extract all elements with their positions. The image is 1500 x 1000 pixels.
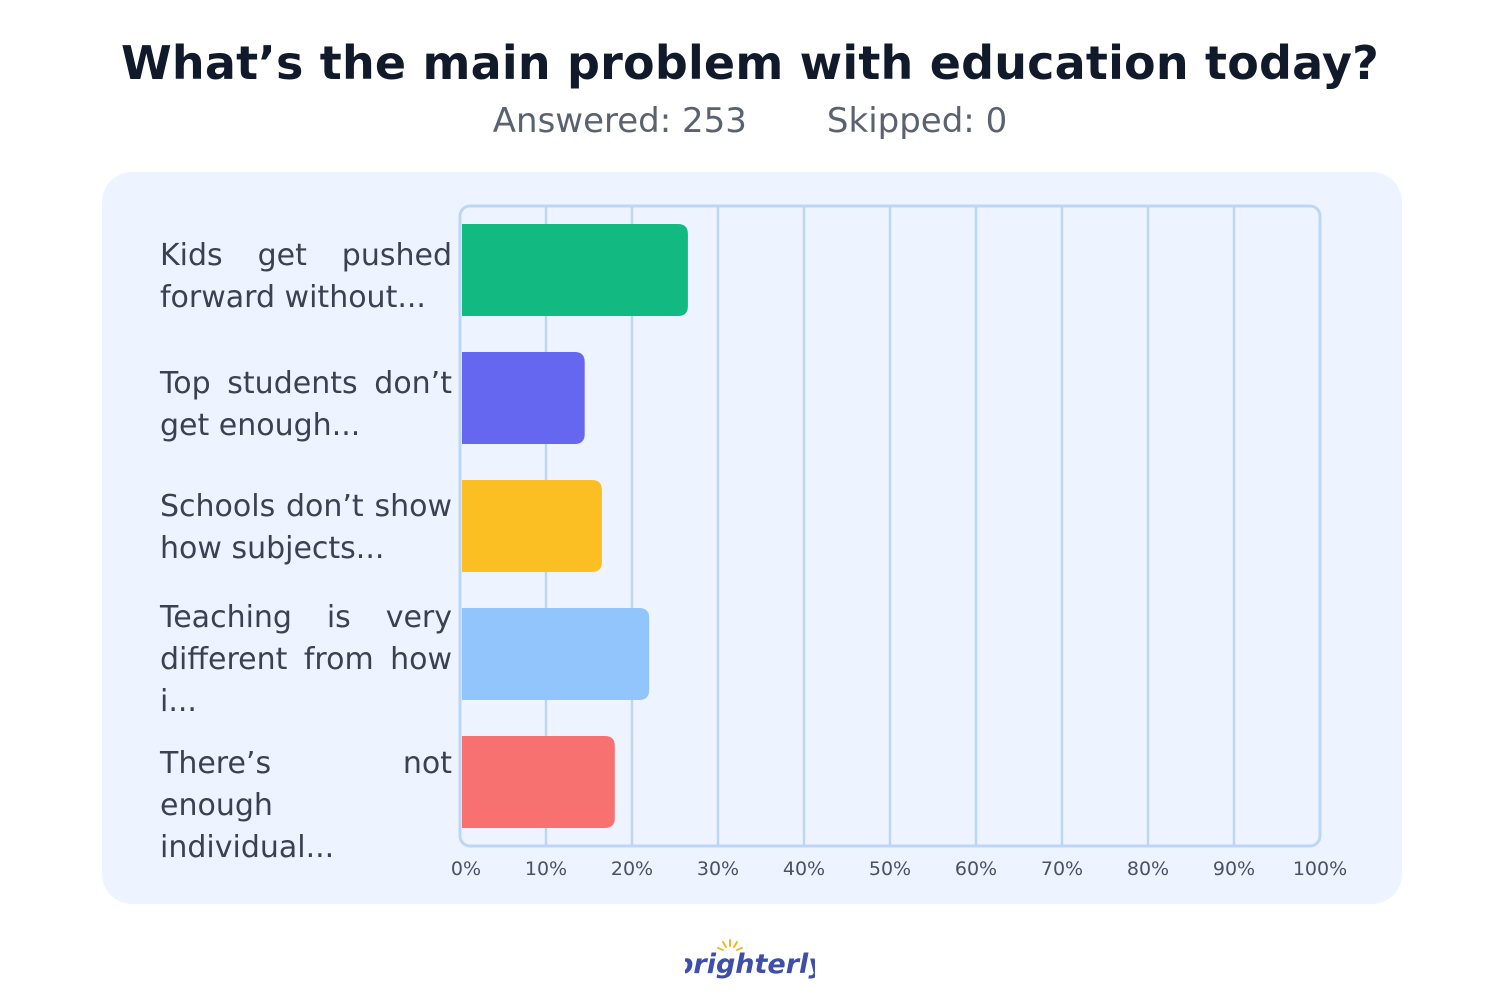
sun-icon [717,939,743,951]
category-label-3: Schools don’t show how subjects... [160,489,452,566]
x-tick-label-50: 50% [869,858,911,880]
x-tick-label-40: 40% [783,858,825,880]
skipped-count: Skipped: 0 [826,101,1008,141]
category-label-4: Teaching is very different from how i... [160,600,452,719]
brand-wordmark: brighterly [685,949,815,980]
category-label-1: Kids get pushed forward without... [160,238,452,315]
bar-3 [462,480,602,572]
x-tick-label-80: 80% [1127,858,1169,880]
x-tick-label-0: 0% [451,858,481,880]
x-tick-label-70: 70% [1041,858,1083,880]
chart-panel [102,172,1402,904]
category-label-2: Top students don’t get enough... [160,366,452,443]
x-tick-label-100: 100% [1293,858,1347,880]
bar-4 [462,608,650,700]
bar-5 [462,736,615,828]
response-summary: Answered: 253 Skipped: 0 [0,101,1500,141]
x-tick-label-90: 90% [1213,858,1255,880]
x-tick-label-20: 20% [611,858,653,880]
answered-count: Answered: 253 [492,101,747,141]
category-label-5: There’s not enough individual... [160,746,452,865]
chart-title: What’s the main problem with education t… [120,36,1380,90]
brighterly-logo: brighterly [0,938,1500,990]
bar-1 [462,224,688,316]
x-tick-label-10: 10% [525,858,567,880]
bar-2 [462,352,585,444]
x-tick-label-30: 30% [697,858,739,880]
x-tick-label-60: 60% [955,858,997,880]
